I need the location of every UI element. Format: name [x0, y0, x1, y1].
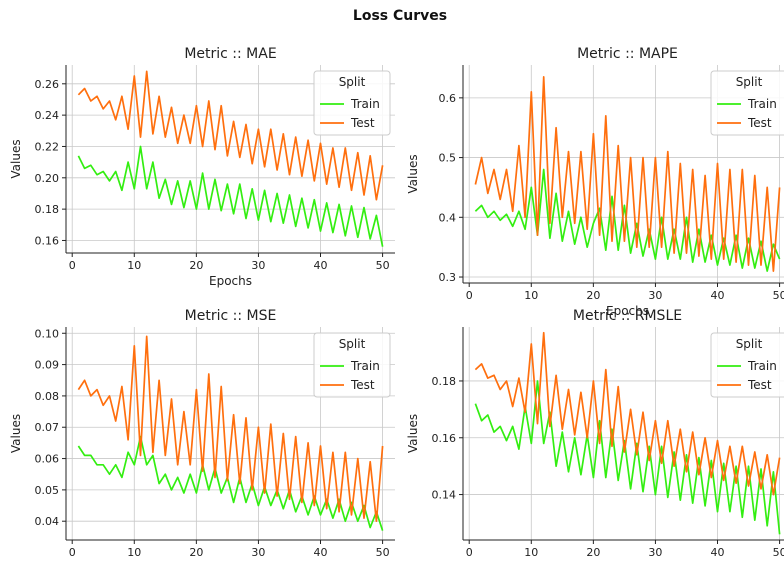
x-tick-label: 10 — [127, 259, 141, 272]
series-line-train — [474, 380, 781, 535]
x-tick-label: 20 — [586, 546, 600, 559]
y-axis-label: Values — [9, 139, 23, 178]
x-tick-label: 0 — [69, 546, 76, 559]
x-tick-label: 10 — [524, 546, 538, 559]
x-axis-label: Epochs — [606, 304, 649, 318]
series-line-train — [474, 168, 781, 272]
series-line-train — [77, 435, 384, 531]
series-line-test — [474, 76, 781, 272]
x-tick-label: 50 — [773, 289, 784, 302]
legend-box — [313, 332, 391, 398]
y-tick-label: 0.07 — [35, 421, 60, 434]
x-tick-label: 10 — [127, 546, 141, 559]
y-axis-label: Values — [406, 154, 420, 193]
figure-title: Loss Curves — [352, 8, 448, 24]
legend-label-test: Test — [350, 378, 375, 392]
chart-panel-3: 0 10 20 30 40 50 0.04 0.05 0.06 0.07 0.08 0.09 0.10 M… — [9, 308, 395, 559]
y-tick-label: 0.16 — [35, 234, 60, 247]
x-tick-label: 30 — [251, 259, 265, 272]
y-tick-label: 0.4 — [439, 211, 457, 224]
y-tick-label: 0.06 — [35, 453, 60, 466]
legend-label-test: Test — [747, 116, 772, 130]
x-tick-label: 30 — [251, 546, 265, 559]
legend: Split Train Test — [313, 70, 391, 136]
x-tick-label: 40 — [314, 259, 328, 272]
y-tick-label: 0.04 — [35, 515, 60, 528]
x-tick-label: 20 — [189, 259, 203, 272]
legend: Split Train Test — [710, 332, 784, 398]
x-tick-label: 0 — [466, 546, 473, 559]
x-tick-label: 20 — [189, 546, 203, 559]
legend: Split Train Test — [313, 332, 391, 398]
x-tick-label: 40 — [711, 546, 725, 559]
legend-title: Split — [736, 337, 763, 351]
y-tick-label: 0.6 — [439, 92, 457, 105]
legend-label-test: Test — [350, 116, 375, 130]
y-axis-label: Values — [406, 414, 420, 453]
y-tick-label: 0.05 — [35, 484, 60, 497]
x-tick-label: 10 — [524, 289, 538, 302]
legend-box — [710, 332, 784, 398]
y-tick-label: 0.10 — [35, 327, 60, 340]
x-tick-label: 30 — [648, 546, 662, 559]
legend-label-train: Train — [350, 359, 380, 373]
y-tick-label: 0.26 — [35, 78, 60, 91]
legend-label-train: Train — [350, 97, 380, 111]
legend-title: Split — [339, 75, 366, 89]
series-line-test — [474, 331, 781, 496]
legend-title: Split — [339, 337, 366, 351]
series-line-test — [77, 335, 384, 523]
legend-box — [710, 70, 784, 136]
y-tick-label: 0.22 — [35, 140, 60, 153]
y-tick-label: 0.08 — [35, 390, 60, 403]
y-tick-label: 0.16 — [432, 432, 457, 445]
x-axis-label: Epochs — [209, 274, 252, 288]
x-tick-label: 20 — [586, 289, 600, 302]
legend-box — [313, 70, 391, 136]
legend: Split Train Test — [710, 70, 784, 136]
x-tick-label: 40 — [711, 289, 725, 302]
chart-panel-1: 0 10 20 30 40 50 0.16 0.18 0.20 0.22 0.24 0.26 Metri… — [9, 46, 395, 288]
x-tick-label: 0 — [466, 289, 473, 302]
legend-label-train: Train — [747, 359, 777, 373]
chart-title: Metric :: MAPE — [577, 46, 678, 62]
x-tick-label: 50 — [376, 259, 390, 272]
series-line-test — [77, 70, 384, 201]
x-tick-label: 50 — [376, 546, 390, 559]
y-tick-label: 0.18 — [35, 203, 60, 216]
chart-title: Metric :: RMSLE — [573, 308, 682, 324]
chart-panel-2: 0 10 20 30 40 50 0.3 0.4 0.5 0.6 Metric :: MAPEEpo… — [406, 46, 784, 318]
y-tick-label: 0.18 — [432, 375, 457, 388]
x-tick-label: 0 — [69, 259, 76, 272]
x-tick-label: 50 — [773, 546, 784, 559]
y-tick-label: 0.3 — [439, 271, 457, 284]
legend-label-test: Test — [747, 378, 772, 392]
chart-title: Metric :: MSE — [185, 308, 277, 324]
y-axis-label: Values — [9, 414, 23, 453]
series-line-train — [77, 145, 384, 247]
x-tick-label: 40 — [314, 546, 328, 559]
y-tick-label: 0.5 — [439, 152, 457, 165]
y-tick-label: 0.20 — [35, 172, 60, 185]
y-tick-label: 0.24 — [35, 109, 60, 122]
y-tick-label: 0.14 — [432, 489, 457, 502]
x-tick-label: 30 — [648, 289, 662, 302]
y-tick-label: 0.09 — [35, 359, 60, 372]
legend-label-train: Train — [747, 97, 777, 111]
legend-title: Split — [736, 75, 763, 89]
chart-title: Metric :: MAE — [184, 46, 276, 62]
